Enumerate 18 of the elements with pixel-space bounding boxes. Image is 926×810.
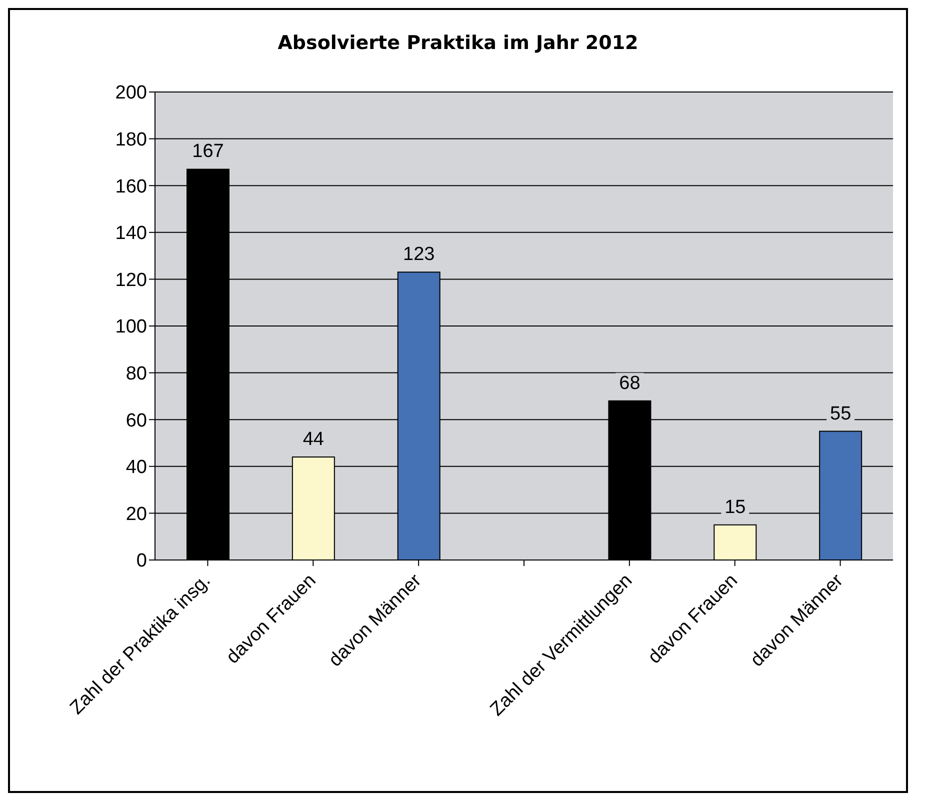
y-tick-label: 180 <box>115 130 147 151</box>
y-tick-label: 100 <box>115 316 147 338</box>
y-tick-label: 140 <box>115 223 147 244</box>
data-label: 123 <box>403 244 435 266</box>
data-label: 15 <box>724 496 746 518</box>
data-label: 68 <box>619 372 640 394</box>
chart-title: Absolvierte Praktika im Jahr 2012 <box>276 32 640 54</box>
data-label: 167 <box>192 141 224 162</box>
y-tick-label: 80 <box>126 364 147 385</box>
y-tick-label: 200 <box>115 82 147 104</box>
data-label: 44 <box>302 429 324 450</box>
y-tick-label: 40 <box>126 457 147 478</box>
data-label: 55 <box>830 403 852 424</box>
y-tick-label: 120 <box>115 270 147 291</box>
y-tick-label: 160 <box>115 176 147 198</box>
y-tick-label: 20 <box>126 504 147 525</box>
y-tick-label: 0 <box>136 550 147 572</box>
y-tick-label: 60 <box>126 410 147 432</box>
